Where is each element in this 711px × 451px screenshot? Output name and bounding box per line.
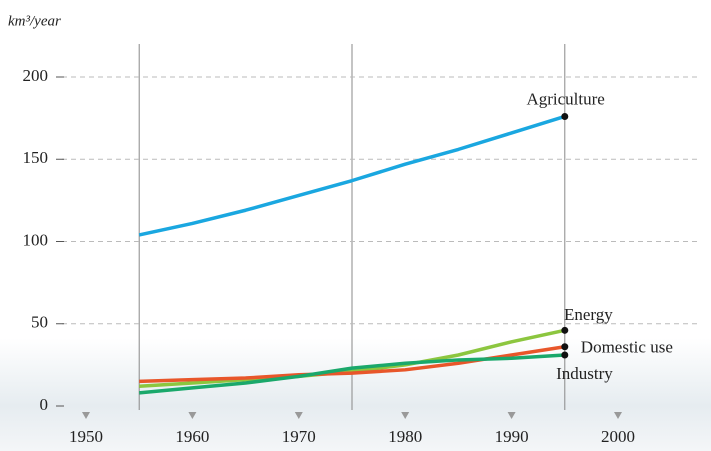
series-label: Industry — [556, 364, 613, 383]
x-tick-label: 1950 — [69, 427, 103, 446]
end-dot — [561, 112, 569, 120]
series-label: Energy — [564, 305, 613, 324]
x-tick-label: 1960 — [175, 427, 209, 446]
series-label: Domestic use — [581, 338, 673, 357]
series-label: Agriculture — [526, 89, 604, 108]
x-tick-label: 1970 — [282, 427, 316, 446]
x-tick — [401, 412, 410, 419]
end-dot — [561, 343, 569, 351]
x-tick-label: 1980 — [388, 427, 422, 446]
y-tick-label: 0 — [40, 395, 49, 414]
x-tick — [614, 412, 622, 419]
y-tick-label: 100 — [23, 230, 49, 249]
end-dot — [561, 326, 569, 334]
y-tick-label: 150 — [23, 148, 49, 167]
x-tick — [294, 412, 303, 419]
x-tick — [82, 412, 90, 419]
y-axis-label: km³/year — [8, 13, 61, 29]
y-tick-label: 200 — [23, 66, 49, 85]
x-tick — [188, 412, 197, 419]
series-line — [139, 353, 565, 395]
series-line — [138, 114, 566, 237]
x-tick — [507, 412, 516, 419]
y-tick-label: 50 — [31, 313, 48, 332]
x-tick-label: 2000 — [601, 427, 635, 446]
end-dot — [561, 351, 569, 359]
x-tick-label: 1990 — [495, 427, 529, 446]
